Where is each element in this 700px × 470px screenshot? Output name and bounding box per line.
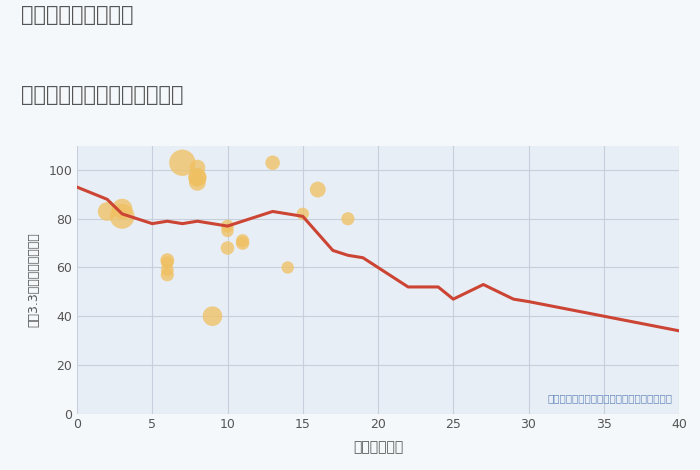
Point bbox=[297, 210, 308, 218]
Point bbox=[222, 244, 233, 252]
Point bbox=[162, 257, 173, 264]
Point bbox=[192, 164, 203, 172]
Point bbox=[312, 186, 323, 193]
Point bbox=[176, 159, 188, 166]
Point bbox=[207, 313, 218, 320]
Point bbox=[222, 227, 233, 235]
X-axis label: 築年数（年）: 築年数（年） bbox=[353, 440, 403, 454]
Point bbox=[116, 205, 128, 213]
Point bbox=[342, 215, 354, 222]
Point bbox=[162, 259, 173, 266]
Y-axis label: 坪（3.3㎡）単価（万円）: 坪（3.3㎡）単価（万円） bbox=[27, 232, 40, 327]
Point bbox=[162, 271, 173, 279]
Point bbox=[237, 239, 248, 247]
Point bbox=[192, 179, 203, 186]
Text: 三重県伊勢市粟野町: 三重県伊勢市粟野町 bbox=[21, 5, 134, 25]
Text: 築年数別中古マンション価格: 築年数別中古マンション価格 bbox=[21, 85, 183, 105]
Point bbox=[116, 212, 128, 220]
Point bbox=[192, 173, 203, 181]
Point bbox=[267, 159, 278, 166]
Point bbox=[222, 222, 233, 230]
Point bbox=[237, 237, 248, 244]
Point bbox=[102, 208, 113, 215]
Point bbox=[192, 173, 203, 181]
Point bbox=[282, 264, 293, 271]
Point bbox=[162, 266, 173, 274]
Text: 円の大きさは、取引のあった物件面積を示す: 円の大きさは、取引のあった物件面積を示す bbox=[548, 393, 673, 403]
